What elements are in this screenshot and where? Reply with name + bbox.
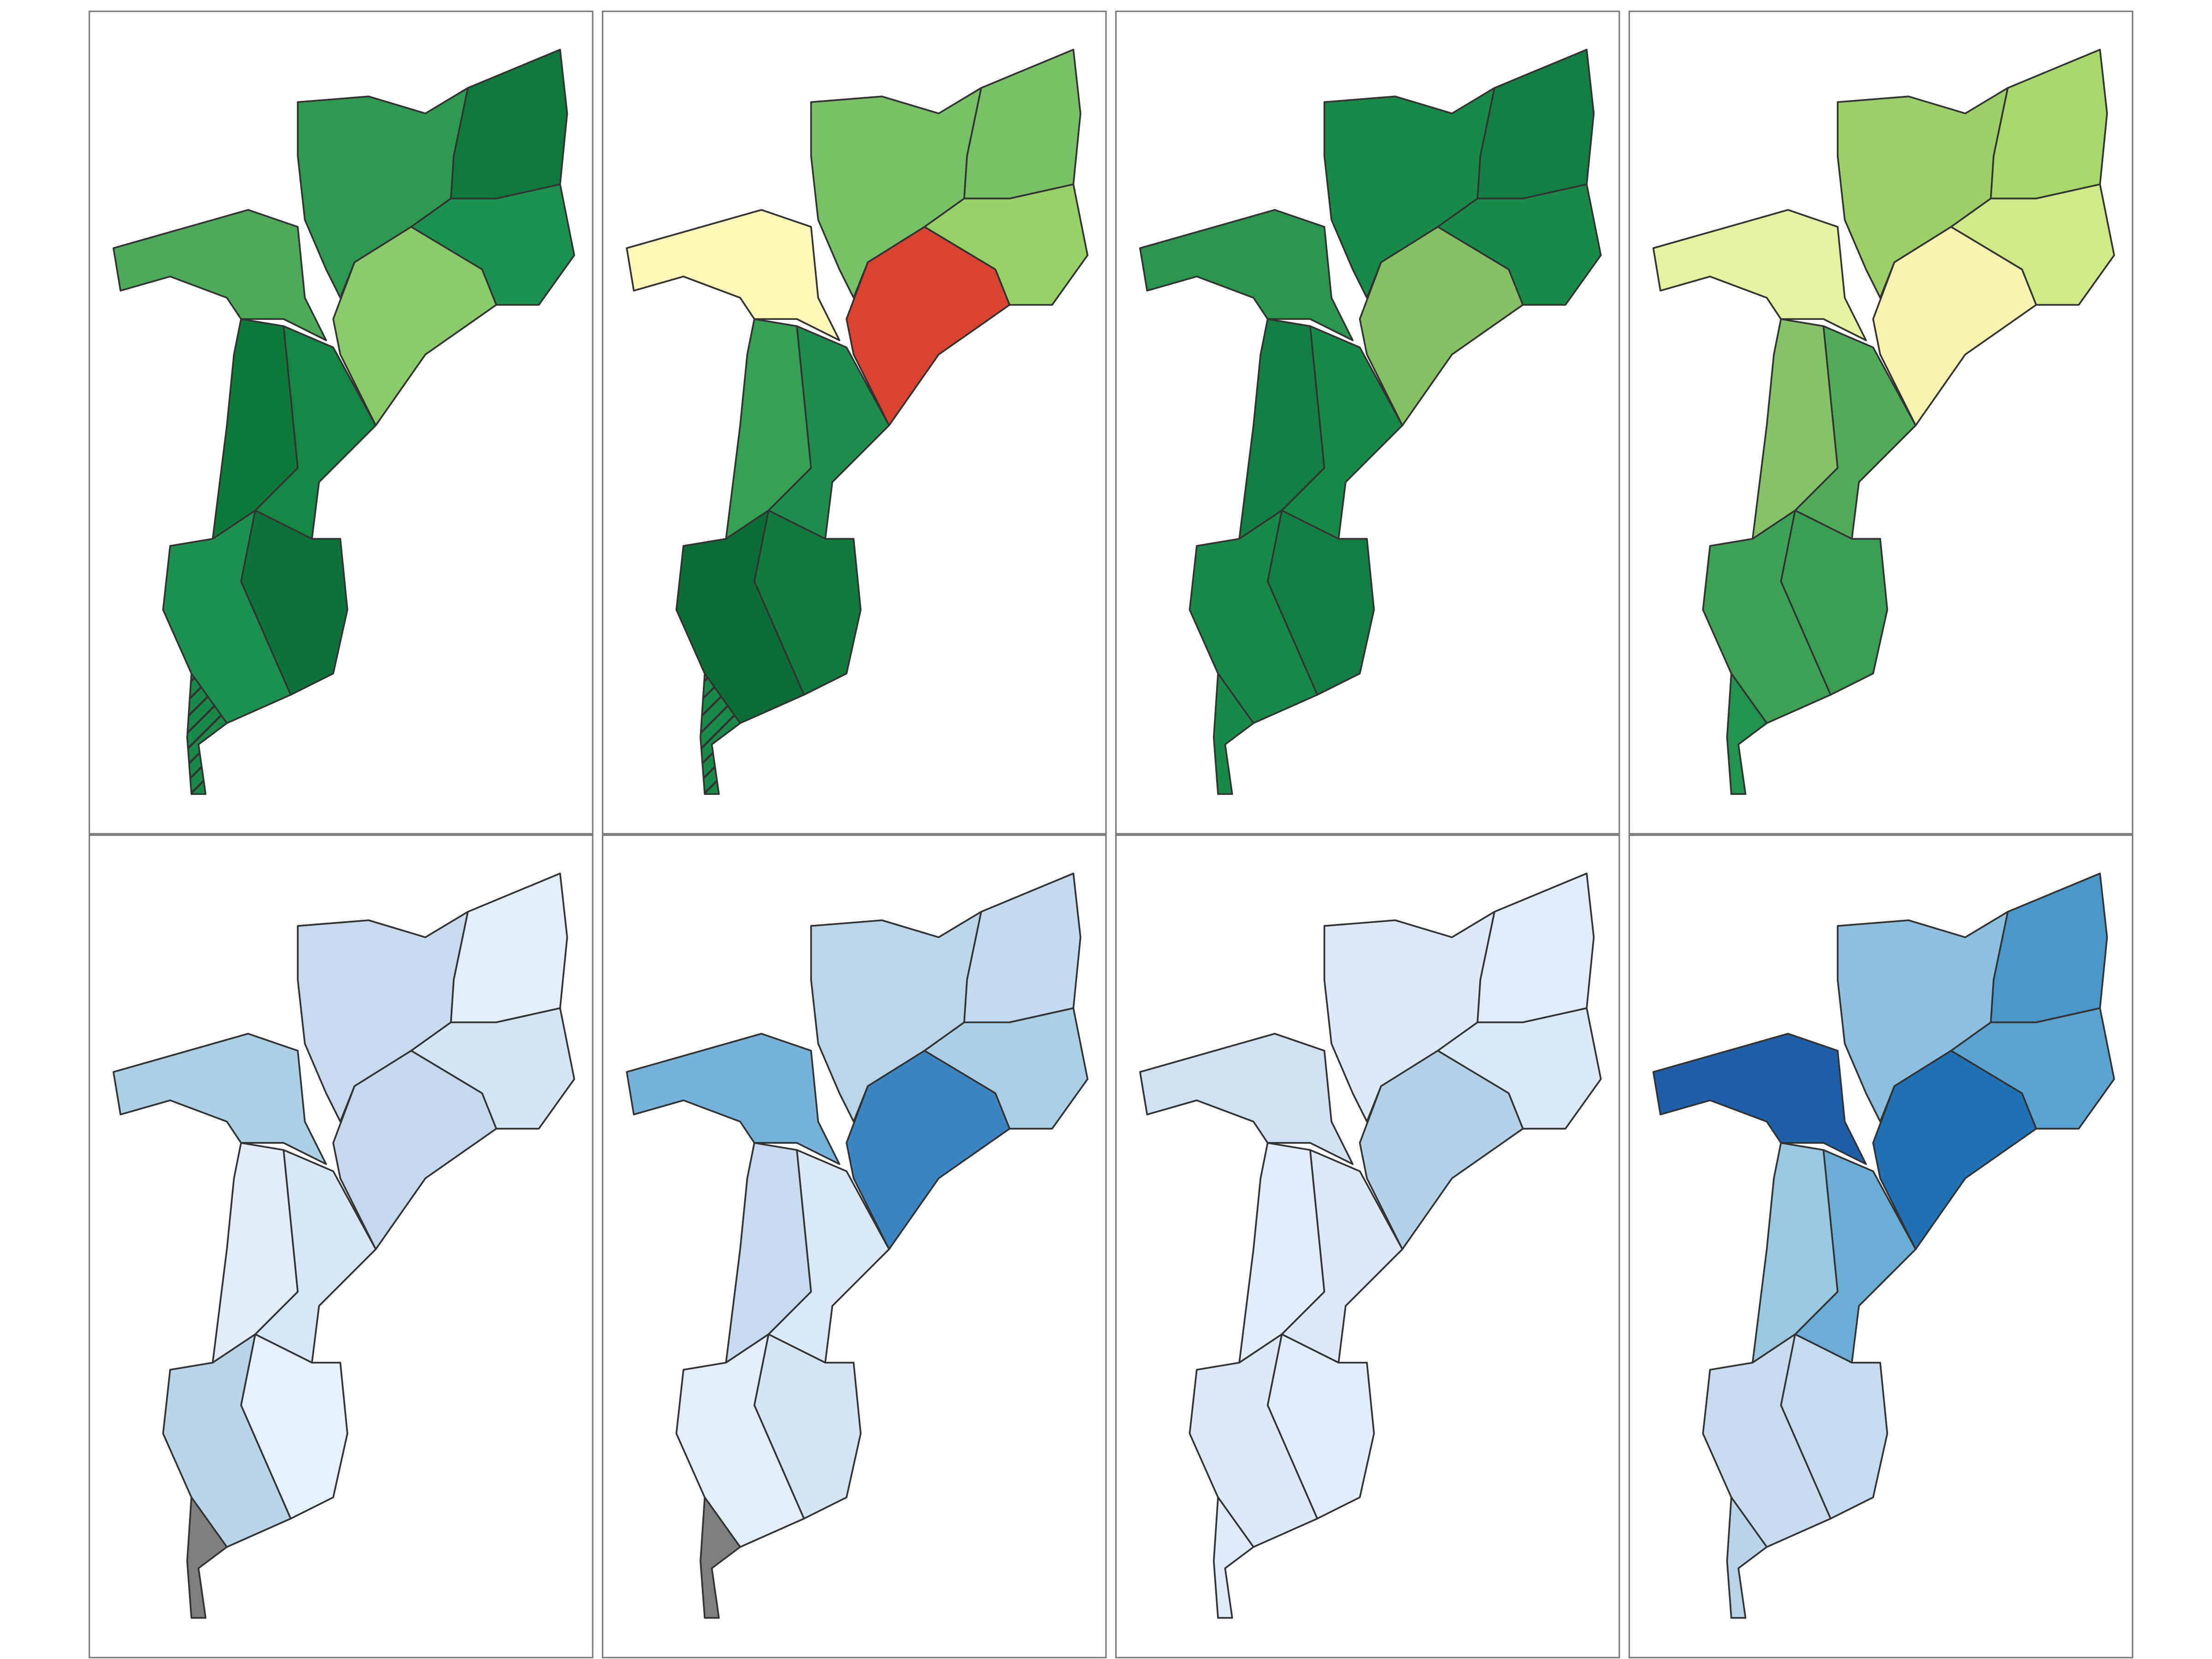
region	[1213, 672, 1254, 795]
region	[700, 1496, 741, 1619]
region	[1726, 672, 1768, 795]
region	[1726, 1496, 1768, 1619]
map-panel	[602, 834, 1107, 1659]
region-hatch	[187, 673, 227, 794]
map-panel	[1115, 834, 1620, 1659]
region	[675, 1333, 805, 1548]
region	[162, 509, 292, 724]
region	[767, 1149, 890, 1364]
map-panel	[1115, 11, 1620, 835]
region	[254, 325, 377, 540]
region	[1281, 1149, 1403, 1364]
region	[332, 1050, 497, 1250]
region	[1702, 1333, 1832, 1548]
region	[1872, 1050, 2037, 1250]
map-panel	[602, 11, 1107, 835]
region	[846, 226, 1011, 426]
region	[112, 209, 327, 341]
region	[626, 1033, 841, 1165]
map-panel	[88, 11, 594, 835]
map-panel	[1628, 834, 2134, 1659]
map-panel	[88, 834, 594, 1659]
map-panel	[1628, 11, 2134, 835]
region	[1139, 209, 1354, 341]
region	[1794, 1149, 1917, 1364]
region	[1652, 209, 1867, 341]
region	[1872, 226, 2037, 426]
region	[1702, 509, 1832, 724]
region	[1213, 1496, 1254, 1619]
region	[1188, 509, 1318, 724]
region	[162, 1333, 292, 1548]
region	[1139, 1033, 1354, 1165]
region	[1652, 1033, 1867, 1165]
region	[1188, 1333, 1318, 1548]
region	[767, 325, 890, 540]
region	[1359, 226, 1524, 426]
region	[186, 1496, 228, 1619]
region	[112, 1033, 327, 1165]
region	[332, 226, 497, 426]
region	[1359, 1050, 1524, 1250]
region	[1794, 325, 1917, 540]
region	[846, 1050, 1011, 1250]
region	[254, 1149, 377, 1364]
region	[626, 209, 841, 341]
region-hatch	[700, 673, 741, 794]
region	[675, 509, 805, 724]
region	[1281, 325, 1403, 540]
